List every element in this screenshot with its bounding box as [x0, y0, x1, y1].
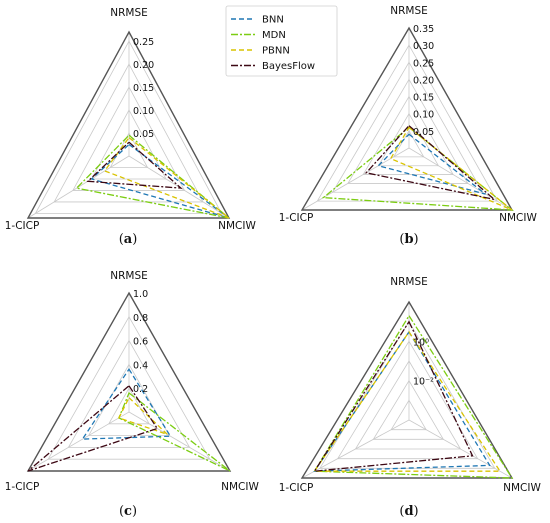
- series-bnn-polygon: [90, 143, 230, 219]
- axis-label-1-cicp: 1-CICP: [5, 220, 40, 232]
- grid-triangle: [109, 132, 149, 168]
- grid-triangle: [34, 40, 223, 214]
- grid-triangle: [336, 340, 479, 460]
- axis-label-1-cicp: 1-CICP: [279, 212, 314, 224]
- radial-tick-label: 0.10: [413, 110, 434, 121]
- radial-tick-label: 0.35: [413, 24, 434, 35]
- series-mdn-polygon: [313, 314, 514, 479]
- radial-tick-label: 0.05: [413, 127, 434, 138]
- legend-label-bnn: BNN: [262, 15, 284, 26]
- grid-triangle: [331, 61, 484, 193]
- radial-tick-label: 10⁻²: [413, 377, 434, 388]
- grid-triangle: [53, 63, 204, 203]
- series-bayesflow-polygon: [86, 141, 183, 189]
- panel-label: (d): [399, 504, 418, 519]
- radial-tick-label: 0.10: [133, 106, 154, 117]
- radar-panel-c: 0.2 0.4 0.6 0.8 1.0 NRMSE NMCIW 1-CICP (c): [5, 270, 260, 519]
- radial-tick-label: 0.2: [133, 384, 148, 395]
- outer-frame: [26, 30, 231, 219]
- legend-label-pbnn: PBNN: [262, 46, 290, 57]
- grid-triangle: [301, 301, 513, 479]
- grid-triangle: [393, 130, 425, 158]
- radial-tick-label: 0.15: [413, 93, 434, 104]
- axis-label-nmciw: NMCIW: [221, 481, 259, 493]
- axis-label-1-cicp: 1-CICP: [279, 482, 314, 494]
- legend: BNN MDN PBNN BayesFlow: [225, 5, 338, 77]
- radial-tick-label: 1.0: [133, 289, 148, 300]
- series-bnn-polygon: [313, 330, 491, 472]
- axis-spoke: [301, 419, 410, 479]
- axis-label-nrmse: NRMSE: [110, 270, 148, 282]
- legend-label-bayesflow: BayesFlow: [262, 61, 315, 72]
- axis-spoke: [27, 411, 130, 472]
- series-bnn-polygon: [377, 133, 486, 195]
- axis-label-nrmse: NRMSE: [390, 5, 428, 17]
- grid-triangle: [316, 44, 498, 202]
- axis-spoke: [408, 147, 513, 211]
- radial-tick-label: 0.25: [413, 58, 434, 69]
- grid-triangle: [87, 363, 171, 437]
- panel-label: (a): [119, 232, 138, 247]
- outer-frame: [26, 291, 232, 472]
- panel-label: (b): [399, 232, 418, 247]
- radial-tick-label: 0.20: [413, 75, 434, 86]
- series-bnn-polygon: [81, 367, 172, 440]
- series-pbnn-polygon: [117, 396, 168, 436]
- axis-label-nmciw: NMCIW: [503, 482, 541, 494]
- grid-triangle: [90, 109, 167, 180]
- grid-triangle: [347, 78, 469, 184]
- radial-tick-label: 0.05: [133, 129, 154, 140]
- radial-tick-label: 0.15: [133, 83, 154, 94]
- legend-label-mdn: MDN: [262, 30, 286, 41]
- grid-triangle: [108, 387, 150, 425]
- panel-label: (c): [119, 504, 137, 519]
- grid-triangle: [319, 320, 496, 469]
- radial-tick-label: 10⁰: [413, 337, 429, 348]
- radial-tick-label: 0.8: [133, 313, 148, 324]
- grid-triangle: [377, 112, 440, 167]
- series-bayesflow-polygon: [27, 384, 159, 472]
- series-pbnn-polygon: [389, 126, 513, 211]
- radar-panel-d: 10⁻² 10⁰ NRMSE NMCIW 1-CICP (d): [279, 276, 542, 519]
- grid-triangle: [72, 86, 186, 191]
- radial-tick-label: 0.25: [133, 37, 154, 48]
- radial-tick-label: 0.20: [133, 60, 154, 71]
- grid-triangle: [354, 360, 462, 450]
- radial-tick-label: 0.30: [413, 41, 434, 52]
- grid-triangle: [67, 339, 191, 448]
- axis-spoke: [128, 411, 231, 472]
- outer-frame: [300, 300, 514, 479]
- axis-label-nmciw: NMCIW: [218, 220, 256, 232]
- series-pbnn-polygon: [103, 136, 230, 219]
- radial-tick-label: 0.4: [133, 360, 148, 371]
- radar-panel-a: 0.05 0.10 0.15 0.20 0.25 NRMSE NMCIW 1-CICP (a): [5, 7, 257, 247]
- series-bayesflow-polygon: [364, 124, 497, 201]
- legend-box: [225, 5, 338, 77]
- series-mdn-polygon: [75, 134, 230, 219]
- grid-triangle: [372, 379, 445, 440]
- axis-label-nrmse: NRMSE: [110, 7, 148, 19]
- axis-label-nmciw: NMCIW: [499, 212, 537, 224]
- axis-spoke: [301, 147, 410, 211]
- series-bayesflow-polygon: [313, 320, 474, 472]
- grid-triangle: [390, 399, 427, 431]
- series-mdn-polygon: [118, 391, 231, 472]
- series-pbnn-polygon: [313, 330, 502, 472]
- grid-triangle: [362, 95, 454, 175]
- grid-triangle: [47, 315, 211, 460]
- axis-label-1-cicp: 1-CICP: [5, 481, 40, 493]
- outer-frame: [300, 26, 514, 211]
- radar-panel-b: 0.05 0.10 0.15 0.20 0.25 0.30 0.35 NRMSE NMCIW 1-…: [279, 5, 538, 247]
- radial-tick-label: 0.6: [133, 337, 148, 348]
- axis-label-nrmse: NRMSE: [390, 276, 428, 288]
- axis-spoke: [408, 419, 513, 479]
